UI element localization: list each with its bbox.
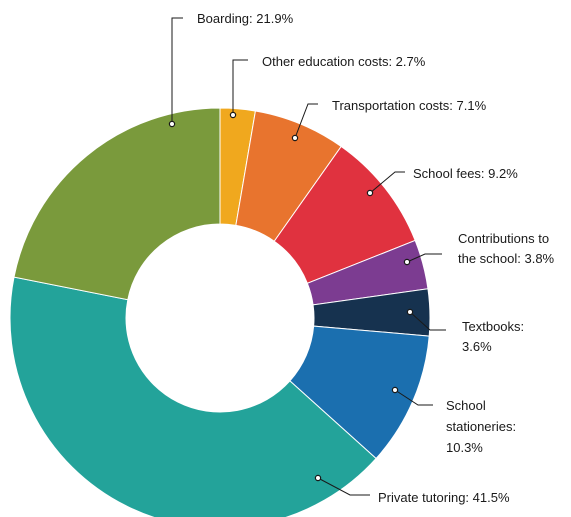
slice-label: Contributions to the school: 3.8%	[458, 231, 555, 266]
slice-label-line: Boarding: 21.9%	[197, 11, 294, 26]
donut-slices	[9, 107, 431, 517]
leader-dot	[366, 189, 374, 197]
slice-label-line: Transportation costs: 7.1%	[332, 98, 487, 113]
leader-dot	[168, 120, 176, 128]
slice-label: Textbooks: 3.6%	[462, 319, 524, 354]
slice-label: School stationeries: 10.3%	[446, 398, 516, 455]
slice-label-line: Other education costs: 2.7%	[262, 54, 426, 69]
slice-label-line: 10.3%	[446, 440, 483, 455]
leader-line	[232, 59, 248, 115]
slice-label-line: Contributions to	[458, 231, 549, 246]
slice-label-line: stationeries:	[446, 419, 516, 434]
slice-label-line: Private tutoring: 41.5%	[378, 490, 510, 505]
leader-dot	[391, 386, 399, 394]
slice-label-line: School	[446, 398, 486, 413]
leader-line	[294, 103, 318, 139]
slice-label: School fees: 9.2%	[413, 166, 518, 181]
leader-line	[409, 311, 446, 331]
leader-line	[171, 17, 183, 124]
leader-line	[317, 477, 370, 496]
leader-dot	[403, 258, 411, 266]
leader-line	[369, 171, 405, 194]
leader-dot	[229, 111, 237, 119]
slice-label: Other education costs: 2.7%	[262, 54, 426, 69]
leader-dot	[291, 134, 299, 142]
slice-label: Transportation costs: 7.1%	[332, 98, 487, 113]
leader-dot	[406, 308, 414, 316]
leader-line	[394, 389, 433, 406]
slice-label-line: 3.6%	[462, 339, 492, 354]
slice-label: Boarding: 21.9%	[197, 11, 294, 26]
slice-labels: Other education costs: 2.7% Transportatio…	[197, 11, 555, 505]
label-leaders	[168, 17, 446, 496]
slice-label-line: the school: 3.8%	[458, 251, 555, 266]
slice-label: Private tutoring: 41.5%	[378, 490, 510, 505]
donut-hole	[126, 224, 314, 412]
leader-line	[406, 253, 442, 263]
slice-label-line: School fees: 9.2%	[413, 166, 518, 181]
slice-label-line: Textbooks:	[462, 319, 524, 334]
leader-dot	[314, 474, 322, 482]
